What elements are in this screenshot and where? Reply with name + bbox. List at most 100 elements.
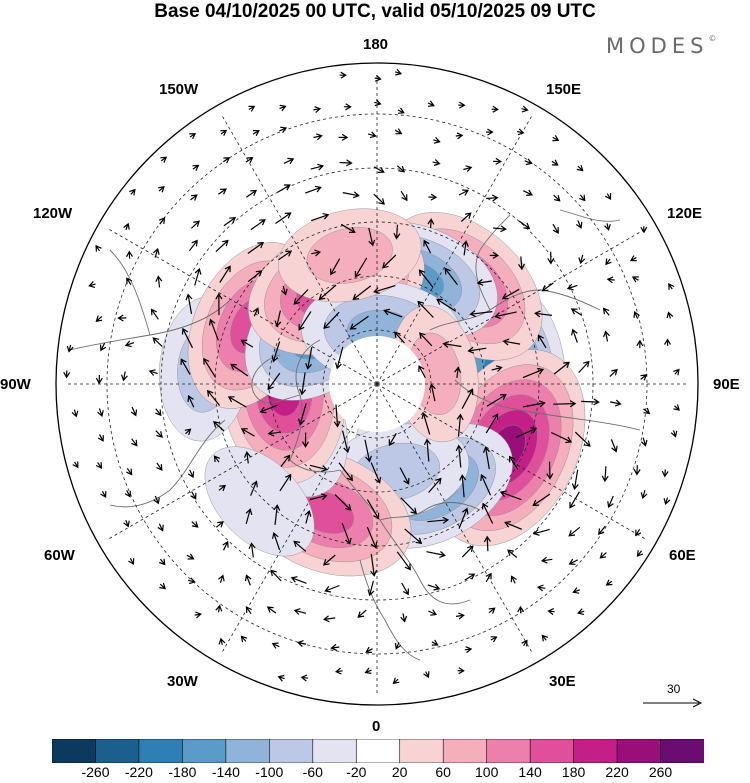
wind-arrow [663,497,671,506]
colorbar-swatch [486,739,531,763]
wind-arrow [335,346,344,370]
wind-arrow [298,403,307,426]
wind-arrow [541,634,549,642]
wind-arrow [400,613,408,623]
wind-arrow [311,213,330,222]
wind-arrow [460,212,472,222]
wind-arrow [305,346,313,370]
wind-arrow [357,609,367,618]
colorbar-tick-label: 140 [518,764,542,780]
wind-arrow [310,493,328,501]
wind-arrow [673,404,680,411]
wind-arrow [330,643,340,651]
wind-arrow [190,220,200,229]
wind-arrow [459,474,467,498]
wind-arrow [152,337,163,347]
wind-arrow [444,267,458,286]
wind-arrow [245,606,252,615]
wind-arrow [373,285,396,294]
wind-arrow [388,432,397,447]
wind-arrow [275,212,292,224]
wind-arrow [494,311,517,320]
wind-arrow [123,519,130,528]
wind-arrow [160,156,168,163]
wind-arrow [499,490,522,501]
wind-arrow [605,579,613,586]
wind-arrow [333,404,341,428]
wind-arrow [433,136,441,144]
wind-arrow [215,292,223,316]
wind-arrow [313,106,322,114]
wind-arrow [666,311,674,319]
colorbar-swatch [442,739,488,763]
wind-arrow [338,462,353,482]
wind-arrow [541,282,554,292]
wind-arrow [97,408,104,417]
wind-arrow [95,315,103,322]
wind-arrow [418,269,434,288]
wind-arrow [124,340,135,348]
wind-arrow [66,344,74,353]
wind-arrow [601,466,609,483]
label-120w: 120W [33,205,73,222]
wind-arrow [220,129,228,136]
wind-arrow [518,256,526,271]
wind-arrow [273,504,281,525]
colorbar-tick-label: -100 [255,764,284,780]
wind-arrow [218,484,227,492]
wind-arrow [323,554,336,566]
wind-arrow [404,528,423,545]
wind-arrow [575,220,583,229]
wind-arrow [248,542,256,558]
colorbar-swatch [225,739,271,763]
wind-arrow [552,223,559,235]
wind-vectors [63,68,680,685]
wind-arrow [243,451,251,464]
wind-arrow [532,493,551,507]
wind-arrow [640,437,648,447]
wind-arrow [522,367,545,379]
wind-arrow [374,99,382,107]
wind-arrow [158,217,166,225]
wind-arrow [599,552,607,559]
wind-arrow [492,157,502,165]
wind-arrow [158,558,166,566]
wind-arrow [184,428,192,436]
wind-arrow [364,667,372,674]
wind-arrow [488,607,496,614]
wind-arrow [364,439,372,463]
wind-arrow [100,491,107,498]
wind-arrow [365,646,373,653]
wind-arrow [271,642,280,649]
wind-arrow [72,461,79,469]
wind-arrow [607,495,614,509]
wind-arrow [455,612,465,620]
wind-arrow [597,525,606,535]
wind-arrow [456,413,464,437]
wind-arrow [373,166,385,173]
wind-arrow [396,165,405,173]
wind-arrow [455,444,463,468]
wind-arrow [280,285,288,296]
wind-arrow [95,374,103,385]
wind-arrow [244,574,252,586]
meridian-line [107,383,378,541]
wind-arrow [481,502,494,524]
wind-arrow [463,165,473,173]
wind-arrow [277,184,291,193]
wind-arrow [290,576,307,584]
wind-arrow [602,307,610,316]
wind-arrow [510,575,517,584]
wind-arrow [190,194,198,201]
wind-arrow [578,254,586,265]
label-150e: 150E [546,81,582,98]
wind-arrow [581,398,600,406]
meridian-line [376,227,647,385]
wind-arrow [366,499,380,520]
wind-arrow [476,278,492,286]
label-60e: 60E [669,547,696,564]
wind-arrow [400,497,418,515]
wind-arrow [553,194,561,202]
wind-arrow [605,258,612,266]
wind-arrow [502,338,521,346]
